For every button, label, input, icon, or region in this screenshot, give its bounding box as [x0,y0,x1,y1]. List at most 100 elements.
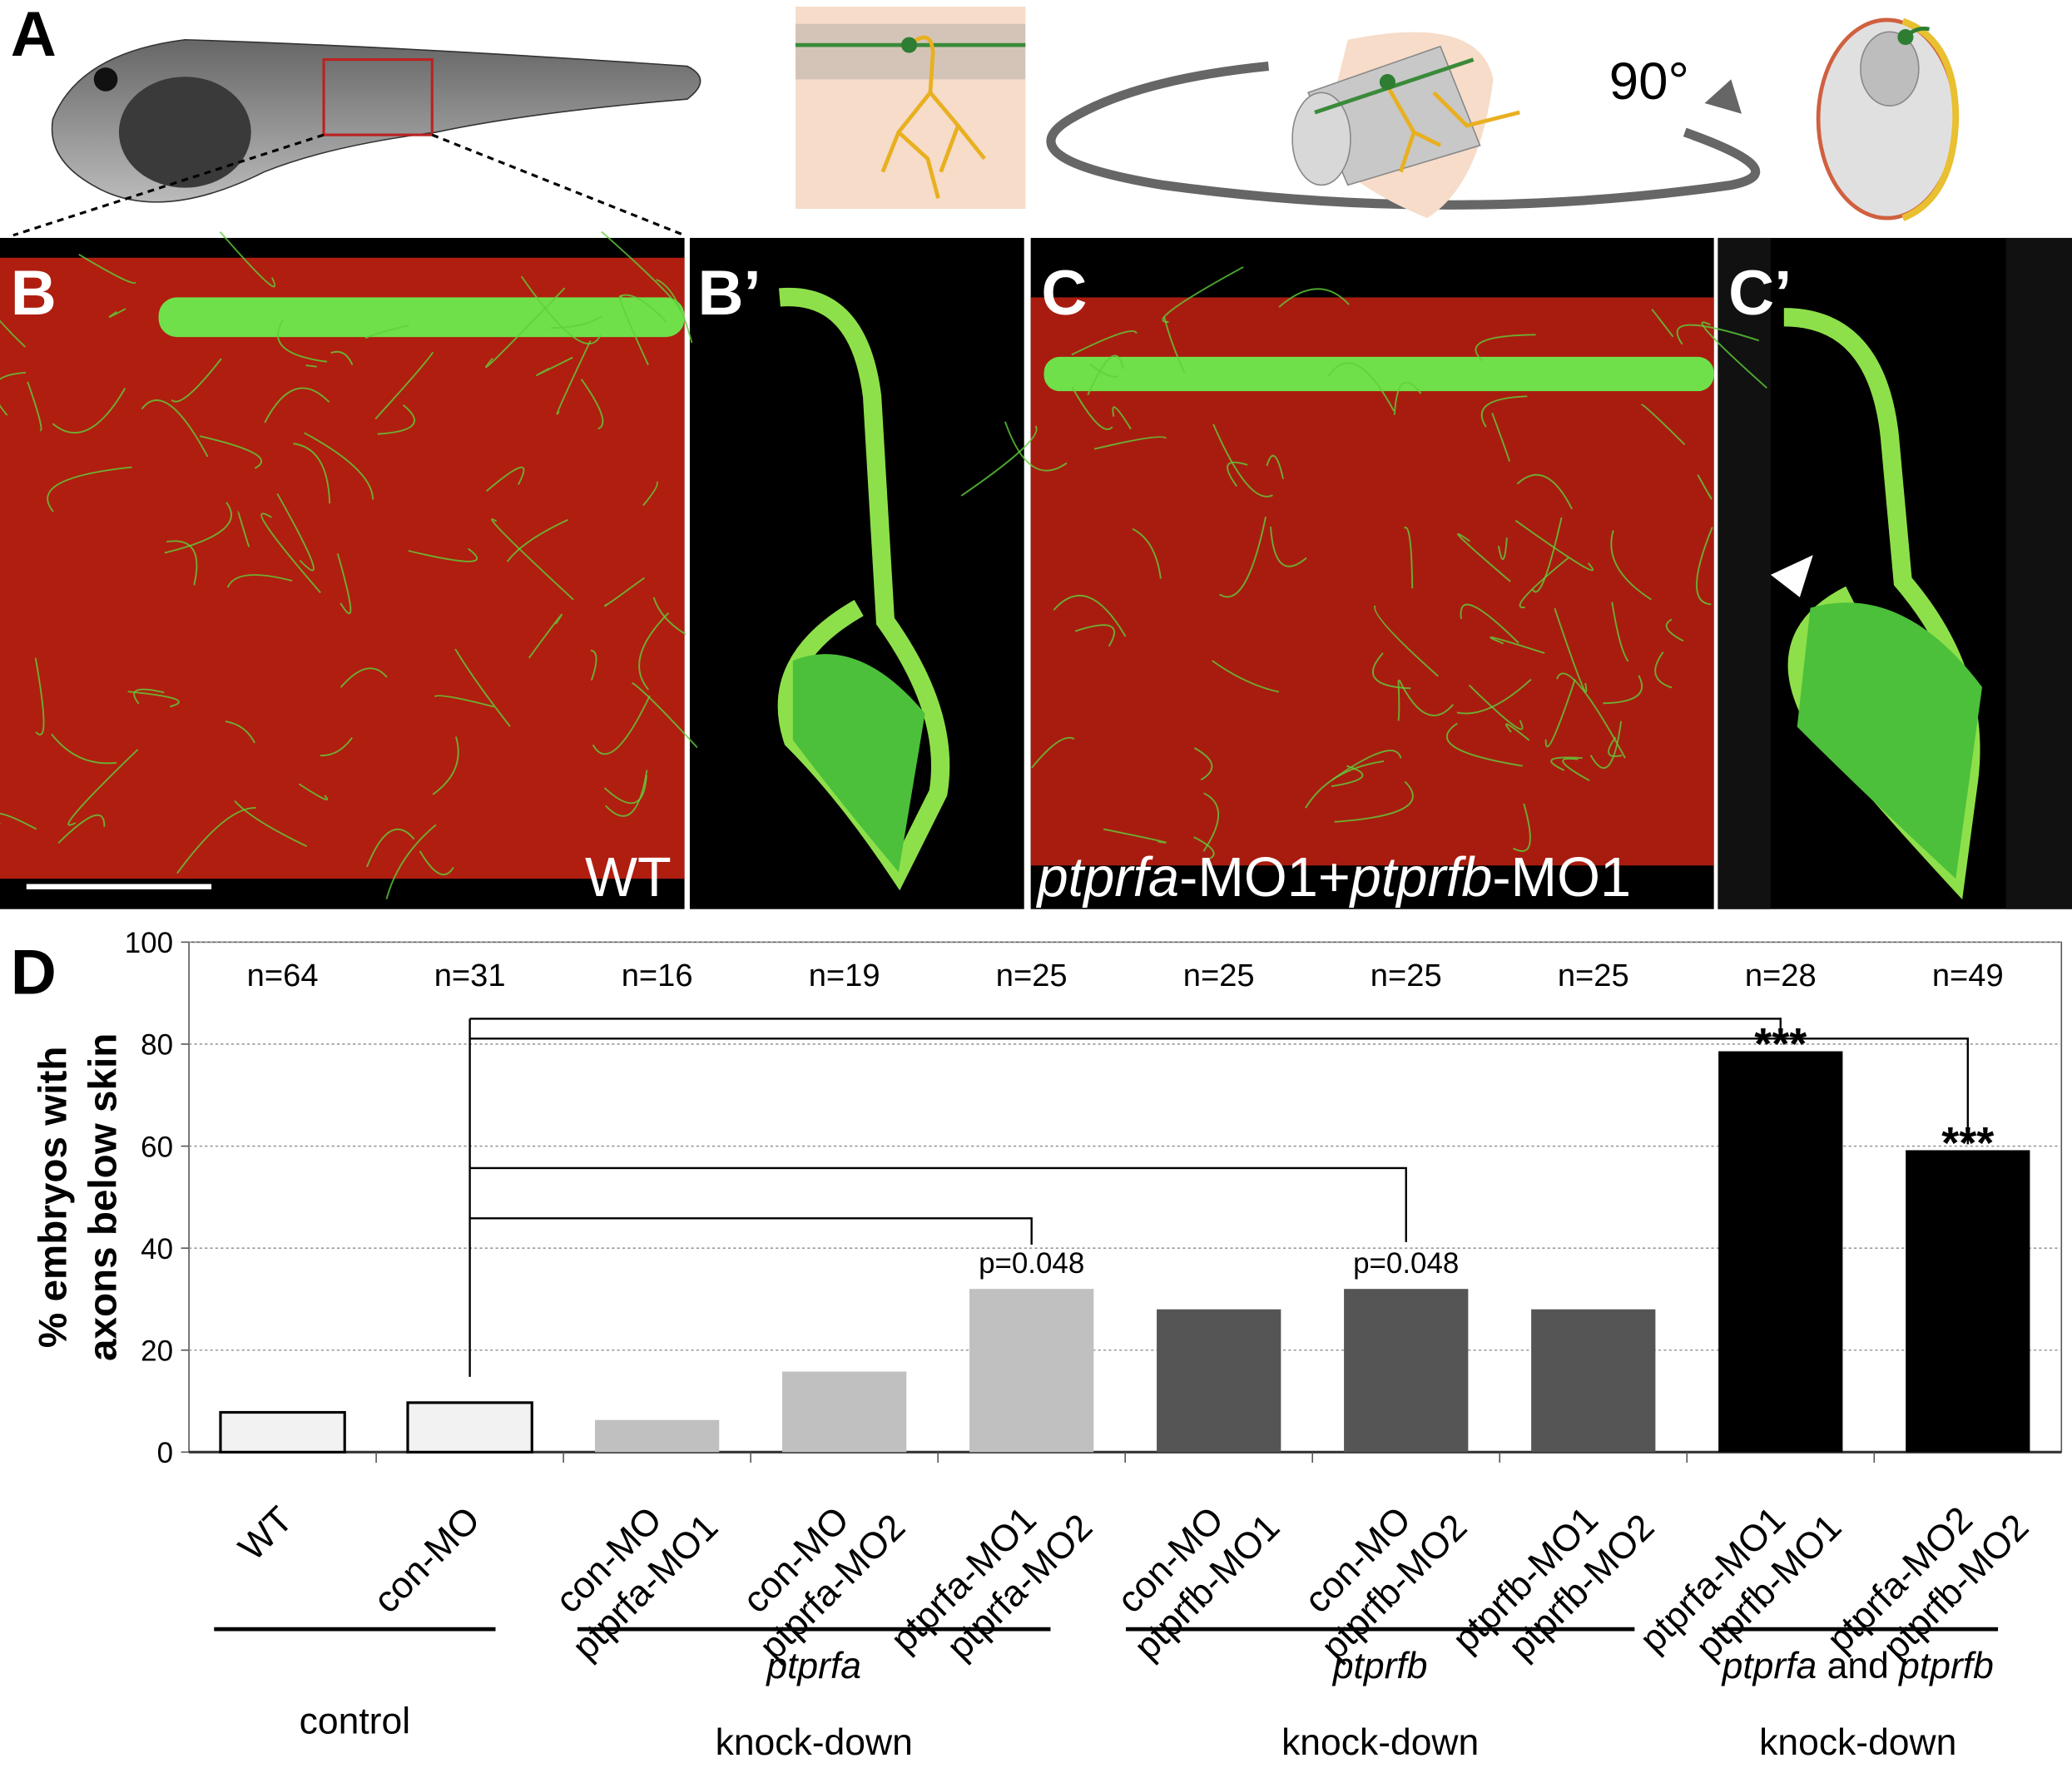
axon [1641,404,1686,445]
axon [1603,675,1643,705]
group-label: knock-down [1759,1722,1956,1763]
n-label: n=25 [996,958,1068,993]
axon [0,371,26,416]
x-tick-label: ptprfa-MO1ptprfa-MO2 [883,1475,1100,1692]
schematic-cylinder [1291,32,1520,219]
axon [51,733,117,765]
axon [1456,678,1532,715]
axon [1132,527,1162,579]
axon [1460,603,1519,644]
y-tick-label: 20 [141,1335,173,1367]
x-tick-label: con-MO [366,1499,488,1621]
axon [485,466,525,493]
axon [298,783,329,800]
axon [1270,526,1307,567]
axon [276,493,315,572]
embryo-photo [51,38,701,203]
axon [1212,660,1280,693]
axon [164,502,232,554]
axon [1193,836,1215,862]
axon [1074,624,1115,647]
bar [595,1419,720,1453]
bar [969,1289,1094,1453]
axon [226,574,293,588]
axon [57,814,106,844]
condition-label: WT [585,847,672,909]
axon [1654,651,1673,689]
micrographs [0,230,2072,909]
axon [1589,721,1623,769]
axon [385,824,437,899]
axon [590,649,597,681]
axon [432,736,459,795]
axon [1397,680,1400,721]
axon [1505,723,1530,741]
n-label: n=25 [1371,958,1442,993]
axon [1562,757,1590,782]
x-tick-label: con-MOptprfa-MO1 [533,1475,726,1668]
panel-label: C [1041,258,1087,329]
group-label: ptprfb [1331,1646,1428,1686]
n-label: n=49 [1932,958,2004,993]
axon [234,800,308,848]
axon [1327,362,1395,412]
axon [1219,516,1267,598]
axon [225,721,255,744]
gene-name: ptprfb [1331,1646,1428,1686]
x-tick-label-line: con-MO [366,1499,488,1621]
x-tick-label: con-MOptprfa-MO2 [721,1475,914,1668]
axon [652,597,687,636]
axon [1701,321,1767,389]
axon [1053,595,1127,637]
bar [1906,1150,2030,1453]
axon [1457,532,1511,582]
axon [1696,527,1713,606]
y-tick-label: 60 [141,1131,173,1163]
axon [330,350,354,366]
axon [1334,780,1414,823]
axon [1393,381,1422,415]
axon [1532,517,1563,593]
axon [264,387,330,423]
axon [1331,765,1364,787]
axon [219,230,276,288]
x-tick-label: con-MOptprfb-MO1 [1095,1475,1288,1668]
axon [1676,324,1760,345]
axon [528,613,563,659]
gene-name: ptprfa [765,1646,861,1686]
axon [1556,672,1626,759]
axon [320,737,353,757]
gene-name: ptprfb [1897,1646,1994,1686]
axon [67,749,139,826]
axon [491,518,574,601]
y-tick-label: 0 [157,1437,173,1469]
n-label: n=28 [1745,958,1817,993]
axon [619,294,667,323]
axon [374,351,434,420]
axon [1103,828,1167,844]
axon [556,340,592,415]
axon [108,308,126,318]
rotation-arrow: 90° [1046,52,1761,210]
axon [1212,423,1273,498]
axon [485,287,566,369]
bar [1531,1309,1656,1453]
group-joiner: and [1817,1646,1899,1686]
axon [1554,607,1588,693]
axon [1544,679,1576,748]
axon [656,279,693,344]
group-label: ptprfa and ptprfb [1721,1646,1994,1686]
x-tick-label: con-MOptprfb-MO2 [1282,1475,1475,1668]
axon [592,695,651,755]
axon [340,667,388,688]
axon [52,388,126,433]
bar [1718,1051,1843,1453]
axon [1519,557,1569,608]
bar [782,1371,907,1453]
panel-label: C’ [1728,258,1792,329]
axon [305,364,317,368]
panel-label: A [11,0,57,70]
rotation-label: 90° [1609,52,1689,111]
axon [1202,792,1220,852]
